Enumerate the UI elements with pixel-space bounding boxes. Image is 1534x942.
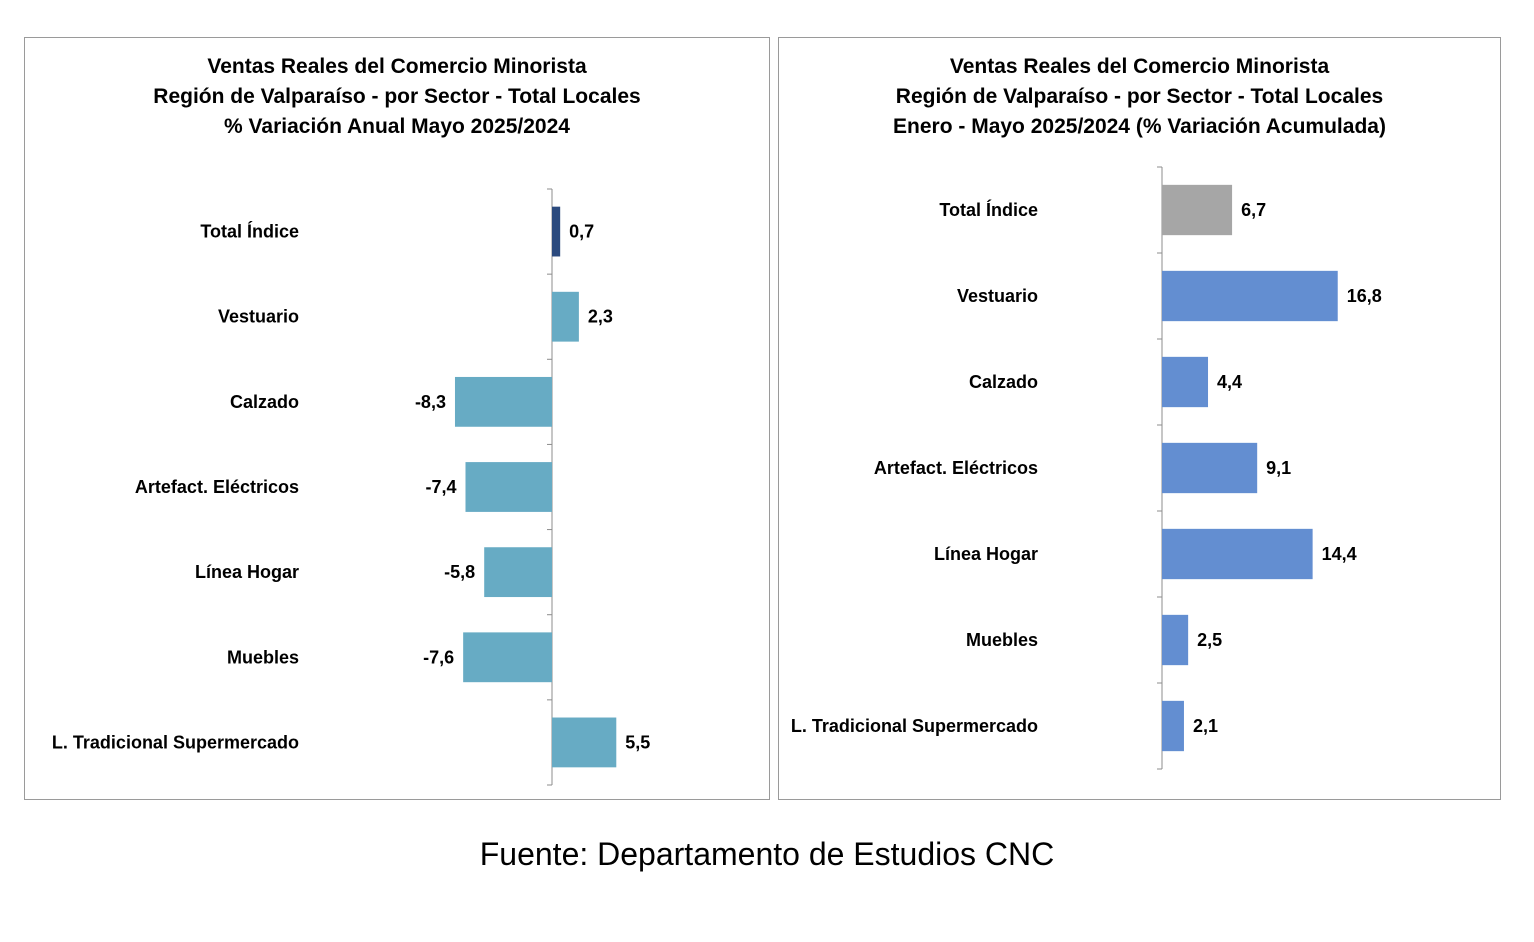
- bar: [552, 206, 561, 257]
- bar: [463, 632, 552, 683]
- chart-title-line: Ventas Reales del Comercio Minorista: [207, 55, 587, 78]
- data-label: 6,7: [1241, 200, 1266, 220]
- category-label: Línea Hogar: [195, 562, 299, 582]
- data-label: 2,1: [1193, 716, 1218, 736]
- data-label: -5,8: [444, 562, 475, 582]
- category-label: Vestuario: [218, 307, 299, 327]
- data-label: 9,1: [1266, 458, 1291, 478]
- category-label: Artefact. Eléctricos: [874, 458, 1038, 478]
- chart-title-annual: Ventas Reales del Comercio Minorista Reg…: [25, 52, 769, 142]
- category-label: L. Tradicional Supermercado: [791, 716, 1038, 736]
- data-label: 2,3: [588, 307, 613, 327]
- data-label: 16,8: [1347, 286, 1382, 306]
- bar: [552, 717, 617, 768]
- bar: [465, 462, 552, 512]
- category-label: Artefact. Eléctricos: [135, 477, 299, 497]
- bar-chart-cumulative: Total Índice 6,7 Vestuario 16,8 Calzado 4,4 Ar…: [791, 166, 1382, 770]
- chart-title-line: % Variación Anual Mayo 2025/2024: [224, 115, 570, 138]
- data-label: 0,7: [569, 222, 594, 242]
- category-label: Total Índice: [200, 221, 299, 242]
- category-label: Línea Hogar: [934, 544, 1038, 564]
- category-label: Total Índice: [939, 199, 1038, 220]
- data-label: -7,4: [425, 477, 456, 497]
- data-label: 5,5: [625, 732, 650, 752]
- bar: [1162, 184, 1233, 236]
- chart-title-line: Enero - Mayo 2025/2024 (% Variación Acum…: [893, 115, 1386, 138]
- bar: [1162, 700, 1184, 752]
- category-label: Muebles: [227, 647, 299, 667]
- chart-panel-annual: Ventas Reales del Comercio Minorista Reg…: [24, 37, 770, 800]
- bar: [1162, 442, 1258, 494]
- chart-title-line: Región de Valparaíso - por Sector - Tota…: [153, 85, 641, 108]
- category-label: L. Tradicional Supermercado: [52, 732, 299, 752]
- data-label: 4,4: [1217, 372, 1242, 392]
- category-label: Calzado: [969, 372, 1038, 392]
- data-label: 14,4: [1322, 544, 1357, 564]
- bar-chart-annual: Total Índice 0,7 Vestuario 2,3 Calzado -8,3 Ar…: [52, 188, 650, 786]
- category-label: Vestuario: [957, 286, 1038, 306]
- source-note: Fuente: Departamento de Estudios CNC: [479, 836, 1055, 872]
- category-label: Muebles: [966, 630, 1038, 650]
- bar: [1162, 270, 1338, 322]
- category-label: Calzado: [230, 392, 299, 412]
- chart-title-line: Ventas Reales del Comercio Minorista: [949, 55, 1330, 78]
- bar: [1162, 356, 1209, 408]
- bar: [552, 291, 579, 342]
- bar: [484, 547, 552, 598]
- chart-title-line: Región de Valparaíso - por Sector - Tota…: [895, 85, 1384, 108]
- chart-title-cumulative: Ventas Reales del Comercio Minorista Reg…: [779, 52, 1500, 142]
- chart-panel-cumulative: Ventas Reales del Comercio Minorista Reg…: [778, 37, 1501, 800]
- bar: [1162, 614, 1189, 666]
- data-label: -7,6: [423, 647, 454, 667]
- bar: [454, 376, 552, 427]
- data-label: -8,3: [415, 392, 446, 412]
- data-label: 2,5: [1197, 630, 1222, 650]
- bar: [1162, 528, 1313, 580]
